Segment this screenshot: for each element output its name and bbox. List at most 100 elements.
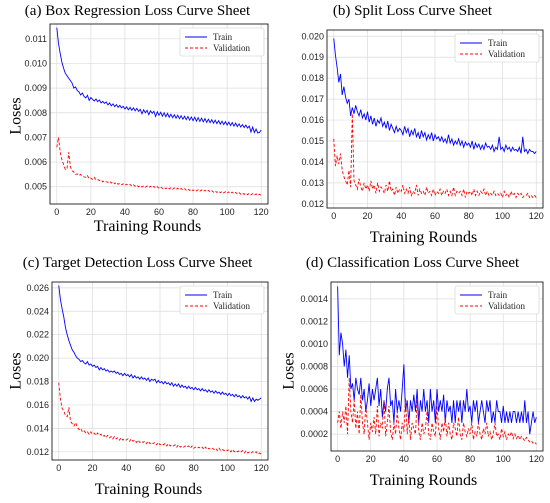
x-tick-label: 60 [155, 463, 165, 473]
x-tick-label: 0 [335, 454, 340, 464]
legend-label: Train [213, 32, 233, 42]
y-tick-label: 0.017 [301, 94, 324, 104]
y-axis-label: Loses [7, 352, 25, 390]
y-tick-label: 0.0010 [300, 339, 328, 349]
y-tick-label: 0.018 [301, 73, 324, 83]
y-tick-label: 0.0004 [300, 407, 328, 417]
y-tick-label: 0.022 [26, 330, 49, 340]
x-tick-label: 40 [396, 211, 406, 221]
x-tick-label: 40 [121, 463, 131, 473]
x-tick-label: 100 [220, 463, 235, 473]
x-tick-label: 60 [154, 207, 164, 217]
x-tick-label: 120 [529, 211, 544, 221]
legend-box [454, 33, 540, 63]
legend-label: Train [488, 38, 508, 48]
x-tick-label: 20 [362, 211, 372, 221]
y-tick-label: 0.016 [301, 115, 324, 125]
x-tick-label: 120 [254, 463, 269, 473]
legend-label: Train [213, 290, 233, 300]
legend-box [454, 285, 540, 315]
series-line-train [333, 38, 537, 155]
chart-panel-classification: 0 20 40 60 80 100 120 0.0002 0.0004 0.0006 0.0008 0… [275, 252, 550, 503]
chart-plot-split: 0 20 40 60 80 100 120 0.012 0.013 0.014 0.015 0.016… [301, 29, 544, 221]
x-tick-label: 0 [331, 211, 336, 221]
series-line-validation [56, 137, 262, 196]
series-line-train [56, 27, 262, 134]
chart-panel-split: 0 20 40 60 80 100 120 0.012 0.013 0.014 0.015 0.016… [275, 0, 550, 250]
chart-title: (a) Box Regression Loss Curve Sheet [24, 3, 251, 19]
y-tick-label: 0.0012 [300, 316, 328, 326]
chart-title: (b) Split Loss Curve Sheet [332, 3, 493, 19]
x-tick-label: 100 [496, 454, 511, 464]
y-tick-label: 0.0014 [300, 294, 328, 304]
x-tick-label: 100 [495, 211, 510, 221]
plot-frame [330, 281, 544, 452]
y-tick-label: 0.010 [24, 58, 47, 68]
grid [327, 30, 543, 208]
x-tick-label: 40 [120, 207, 130, 217]
y-tick-label: 0.018 [26, 377, 49, 387]
legend-label: Validation [213, 43, 250, 53]
x-tick-label: 0 [56, 463, 61, 473]
legend-box [179, 285, 265, 315]
x-tick-label: 20 [86, 207, 96, 217]
x-tick-label: 40 [399, 454, 409, 464]
legend-box [179, 27, 265, 57]
y-tick-label: 0.012 [26, 447, 49, 457]
series-line-validation [337, 377, 537, 445]
y-tick-label: 0.024 [26, 306, 49, 316]
x-tick-label: 80 [464, 211, 474, 221]
x-axis-label: Training Rounds [369, 472, 478, 489]
x-tick-label: 80 [189, 463, 199, 473]
chart-panel-box-regression: 0 20 40 60 80 100 120 0.005 0.006 0.007 0.008 0.009… [0, 0, 275, 250]
chart-plot-classification: 0 20 40 60 80 100 120 0.0002 0.0004 0.0006 0.0008 0… [300, 281, 544, 464]
x-tick-label: 100 [220, 207, 235, 217]
y-tick-label: 0.013 [301, 178, 324, 188]
legend-label: Validation [213, 301, 250, 311]
x-tick-label: 80 [465, 454, 475, 464]
y-tick-label: 0.007 [24, 132, 47, 142]
y-tick-label: 0.020 [301, 31, 324, 41]
x-tick-label: 20 [87, 463, 97, 473]
y-tick-label: 0.008 [24, 108, 47, 118]
tick-labels: 0 20 40 60 80 100 120 0.0002 0.0004 0.0006 0.0008 0… [300, 294, 543, 464]
y-tick-label: 0.014 [301, 157, 324, 167]
y-tick-label: 0.026 [26, 283, 49, 293]
legend-label: Validation [488, 49, 525, 59]
plot-frame [49, 23, 269, 205]
tick-labels: 0 20 40 60 80 100 120 0.012 0.014 0.016 0.018 0.020… [26, 283, 268, 473]
x-tick-label: 120 [254, 207, 269, 217]
y-tick-label: 0.006 [24, 157, 47, 167]
y-tick-label: 0.014 [26, 423, 49, 433]
legend-label: Train [488, 290, 508, 300]
y-tick-label: 0.019 [301, 52, 324, 62]
y-tick-label: 0.011 [25, 34, 47, 44]
x-axis-label: Training Rounds [369, 229, 478, 246]
chart-title: (c) Target Detection Loss Curve Sheet [22, 255, 253, 271]
x-axis-label: Training Rounds [93, 218, 202, 235]
y-tick-label: 0.0006 [300, 384, 328, 394]
y-tick-label: 0.009 [24, 83, 47, 93]
plot-frame [326, 29, 544, 209]
legend-label: Validation [488, 301, 525, 311]
y-axis-label: Loses [280, 352, 298, 390]
chart-plot-target-detection: 0 20 40 60 80 100 120 0.012 0.014 0.016 0.018 0.020… [26, 281, 269, 473]
y-tick-label: 0.0002 [300, 429, 328, 439]
tick-labels: 0 20 40 60 80 100 120 0.005 0.006 0.007 0.008 0.009… [24, 34, 268, 217]
chart-title: (d) Classification Loss Curve Sheet [305, 255, 520, 271]
y-axis-label: Loses [7, 97, 25, 135]
y-tick-label: 0.005 [24, 182, 47, 192]
series-line-train [58, 285, 262, 403]
x-axis-label: Training Rounds [94, 481, 203, 498]
x-tick-label: 120 [529, 454, 544, 464]
x-tick-label: 20 [366, 454, 376, 464]
x-tick-label: 60 [432, 454, 442, 464]
tick-labels: 0 20 40 60 80 100 120 0.012 0.013 0.014 0.015 0.016… [301, 31, 543, 221]
chart-panel-target-detection: 0 20 40 60 80 100 120 0.012 0.014 0.016 0.018 0.020… [0, 252, 275, 503]
y-tick-label: 0.015 [301, 136, 324, 146]
x-tick-label: 0 [54, 207, 59, 217]
series-line-train [337, 286, 537, 435]
